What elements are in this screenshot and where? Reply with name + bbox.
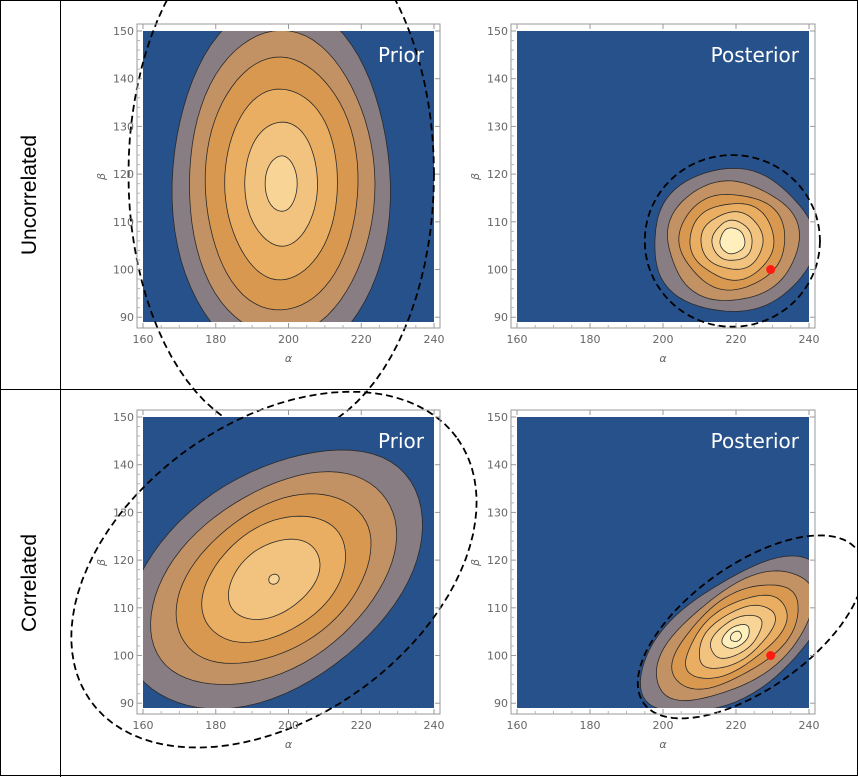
y-tick-label: 130 — [487, 506, 508, 519]
y-tick-label: 90 — [494, 697, 508, 710]
x-tick-label: 160 — [507, 719, 528, 732]
y-tick-label: 150 — [487, 411, 508, 424]
y-tick-label: 100 — [113, 650, 134, 663]
x-tick-label: 180 — [205, 719, 226, 732]
y-tick-label: 130 — [113, 120, 134, 133]
x-tick-label: 220 — [351, 333, 372, 346]
panel-0: 160 180 200 220 240 90 100 110 120 130 140 150 α β Pri… — [95, 0, 445, 438]
y-tick-label: 150 — [113, 25, 134, 38]
panel-title: Posterior — [711, 43, 800, 67]
y-tick-label: 140 — [487, 459, 508, 472]
dashed-ellipse — [127, 0, 435, 438]
contour-layer — [639, 555, 809, 708]
x-tick-label: 240 — [799, 719, 820, 732]
panel-2: 160 180 200 220 240 90 100 110 120 130 140 150 α β Pri… — [70, 390, 478, 751]
y-tick-label: 110 — [113, 216, 134, 229]
y-tick-label: 120 — [113, 554, 134, 567]
y-tick-label: 100 — [487, 650, 508, 663]
y-tick-label: 100 — [113, 264, 134, 277]
row-label-correlated: Correlated — [0, 389, 60, 777]
panel-title: Prior — [378, 429, 425, 453]
row-label-correlated-text: Correlated — [18, 533, 41, 633]
x-tick-label: 200 — [278, 333, 299, 346]
y-tick-label: 110 — [487, 216, 508, 229]
panel-1: 160 180 200 220 240 90 100 110 120 130 140 150 α β Pos… — [469, 23, 821, 365]
y-axis-label: β — [469, 173, 482, 181]
panel-3: 160 180 200 220 240 90 100 110 120 130 140 150 α β Pos… — [469, 409, 858, 751]
y-tick-label: 140 — [113, 459, 134, 472]
y-tick-label: 130 — [487, 120, 508, 133]
y-tick-label: 120 — [487, 554, 508, 567]
x-tick-label: 240 — [424, 333, 445, 346]
y-tick-label: 150 — [487, 25, 508, 38]
x-tick-label: 220 — [726, 333, 747, 346]
contour-layer — [171, 31, 391, 322]
y-tick-label: 90 — [120, 697, 134, 710]
y-tick-label: 110 — [487, 602, 508, 615]
dashed-ellipse — [643, 154, 821, 328]
row-label-uncorrelated: Uncorrelated — [0, 0, 60, 389]
x-tick-label: 180 — [580, 333, 601, 346]
y-tick-label: 90 — [494, 311, 508, 324]
x-tick-label: 200 — [653, 333, 674, 346]
observed-point — [766, 265, 776, 275]
x-tick-label: 160 — [507, 333, 528, 346]
contour-level-6 — [264, 155, 298, 212]
x-axis-label: α — [659, 738, 667, 751]
y-axis-label: β — [95, 173, 108, 181]
contour-level-7 — [719, 227, 746, 255]
y-axis-label: β — [95, 559, 108, 567]
contour-level-8 — [730, 630, 742, 642]
y-tick-label: 120 — [487, 168, 508, 181]
x-tick-label: 240 — [424, 719, 445, 732]
observed-point — [766, 651, 776, 661]
panel-title: Posterior — [711, 429, 800, 453]
x-tick-label: 220 — [351, 719, 372, 732]
x-tick-label: 160 — [133, 333, 154, 346]
y-tick-label: 140 — [113, 73, 134, 86]
x-tick-label: 200 — [653, 719, 674, 732]
contour-layer — [143, 449, 423, 708]
x-tick-label: 180 — [580, 719, 601, 732]
y-tick-label: 100 — [487, 264, 508, 277]
y-tick-label: 90 — [120, 311, 134, 324]
x-tick-label: 180 — [205, 333, 226, 346]
x-tick-label: 220 — [726, 719, 747, 732]
contour-level-6 — [268, 573, 280, 585]
y-tick-label: 130 — [113, 506, 134, 519]
x-axis-label: α — [659, 352, 667, 365]
panel-title: Prior — [378, 43, 425, 67]
y-tick-label: 110 — [113, 602, 134, 615]
x-tick-label: 240 — [799, 333, 820, 346]
row-label-uncorrelated-text: Uncorrelated — [18, 134, 42, 255]
x-tick-label: 200 — [278, 719, 299, 732]
x-axis-label: α — [285, 738, 293, 751]
dashed-ellipse — [636, 534, 858, 720]
y-tick-label: 140 — [487, 73, 508, 86]
y-axis-label: β — [469, 559, 482, 567]
x-axis-label: α — [285, 352, 293, 365]
y-tick-label: 120 — [113, 168, 134, 181]
y-tick-label: 150 — [113, 411, 134, 424]
x-tick-label: 160 — [133, 719, 154, 732]
